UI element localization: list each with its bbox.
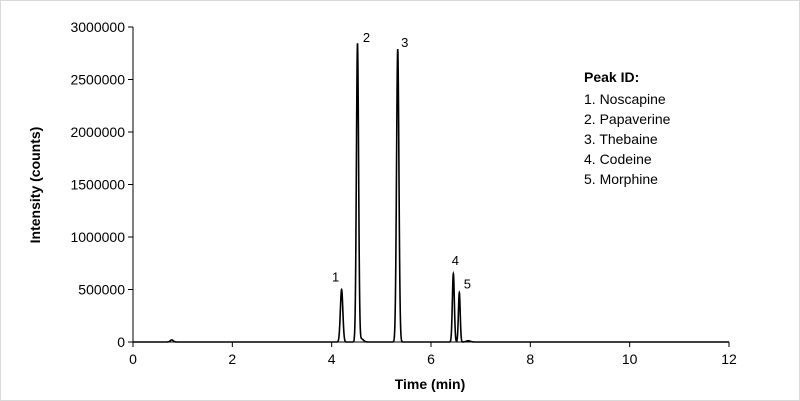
peak-label-1: 1 — [332, 270, 339, 285]
y-tick-label: 2000000 — [70, 124, 125, 140]
y-tick-label: 1500000 — [70, 177, 125, 193]
peak-label-4: 4 — [452, 253, 459, 268]
legend-title: Peak ID: — [584, 69, 639, 85]
x-tick-label: 4 — [328, 351, 336, 367]
legend-item-1: 1. Noscapine — [584, 91, 666, 107]
legend: Peak ID: 1. Noscapine 2. Papaverine 3. T… — [584, 69, 671, 187]
x-tick-label: 2 — [228, 351, 236, 367]
legend-item-5: 5. Morphine — [584, 171, 658, 187]
peak-label-5: 5 — [464, 277, 471, 292]
y-tick-label: 3000000 — [70, 19, 125, 35]
legend-item-4: 4. Codeine — [584, 151, 652, 167]
x-axis-ticks: 0 2 4 6 8 10 12 — [129, 342, 737, 367]
peak-labels: 1 2 3 45 — [332, 30, 471, 292]
chromatogram-trace — [133, 43, 729, 343]
peak-label-3: 3 — [401, 35, 408, 50]
y-axis-ticks: 0 500000 1000000 1500000 2000000 2500000 30000… — [70, 19, 133, 350]
legend-item-3: 3. Thebaine — [584, 131, 658, 147]
y-tick-label: 500000 — [78, 282, 125, 298]
y-tick-label: 2500000 — [70, 72, 125, 88]
x-tick-label: 10 — [622, 351, 638, 367]
legend-item-2: 2. Papaverine — [584, 111, 671, 127]
y-tick-label: 0 — [117, 334, 125, 350]
x-axis-title: Time (min) — [395, 376, 466, 392]
x-tick-label: 0 — [129, 351, 137, 367]
y-axis-title: Intensity (counts) — [27, 127, 43, 244]
x-tick-label: 8 — [526, 351, 534, 367]
x-tick-label: 6 — [427, 351, 435, 367]
x-tick-label: 12 — [721, 351, 737, 367]
y-tick-label: 1000000 — [70, 229, 125, 245]
peak-label-2: 2 — [363, 30, 370, 45]
